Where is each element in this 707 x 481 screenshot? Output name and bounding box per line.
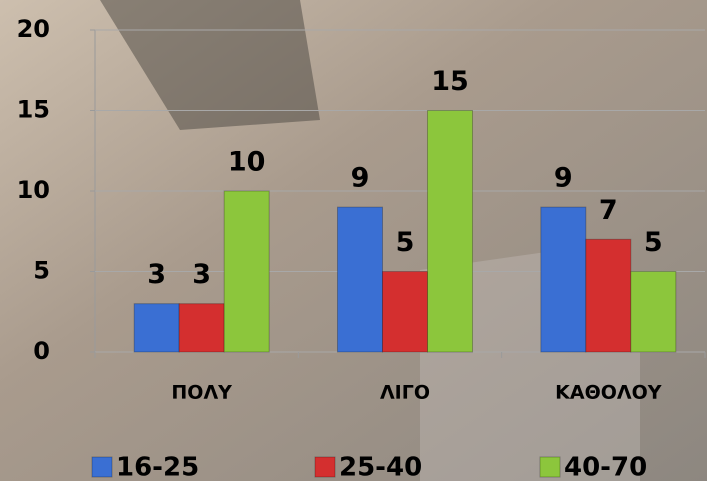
y-tick-label: 20: [17, 15, 50, 43]
data-label: 15: [431, 66, 469, 97]
data-label: 3: [192, 259, 211, 290]
bar: [179, 304, 224, 352]
data-label: 5: [644, 227, 663, 258]
x-tick-label: ΚΑΘΟΛΟΥ: [555, 382, 662, 404]
data-label: 5: [396, 227, 415, 258]
x-tick-label: ΛΙΓΟ: [380, 382, 430, 404]
bar: [586, 239, 631, 352]
bar: [338, 207, 383, 352]
bar: [631, 272, 676, 353]
y-tick-label: 0: [33, 337, 50, 365]
bar: [134, 304, 179, 352]
bar: [541, 207, 586, 352]
legend-swatch: [315, 457, 335, 477]
data-label: 3: [147, 259, 166, 290]
legend-label: 16-25: [116, 453, 199, 481]
legend-swatch: [92, 457, 112, 477]
x-tick-label: ΠΟΛΥ: [171, 382, 232, 404]
legend-swatch: [540, 457, 560, 477]
y-tick-label: 15: [17, 96, 50, 124]
legend-label: 40-70: [564, 453, 647, 481]
data-label: 10: [228, 147, 266, 178]
bar: [428, 111, 473, 353]
bar: [224, 191, 269, 352]
legend-label: 25-40: [339, 453, 422, 481]
data-label: 9: [554, 163, 573, 194]
chart: 05101520ΠΟΛΥ3310ΛΙΓΟ9515ΚΑΘΟΛΟΥ97516-252…: [0, 0, 707, 481]
data-label: 7: [599, 195, 618, 226]
bar: [383, 272, 428, 353]
y-tick-label: 10: [17, 176, 50, 204]
y-tick-label: 5: [33, 257, 50, 285]
data-label: 9: [351, 163, 370, 194]
